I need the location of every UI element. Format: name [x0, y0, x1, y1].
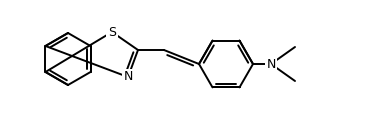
Text: S: S: [108, 25, 116, 38]
Text: N: N: [266, 57, 276, 70]
Text: N: N: [124, 70, 133, 84]
